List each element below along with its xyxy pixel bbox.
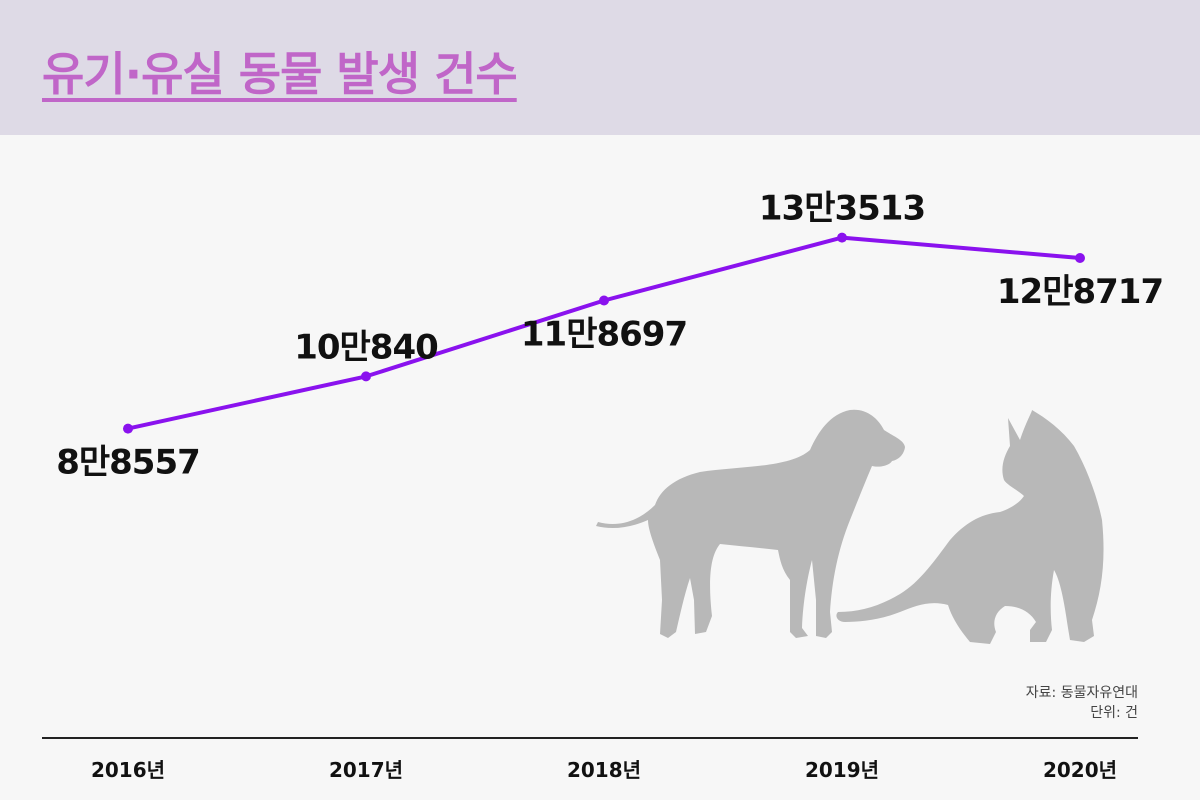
data-point [837, 232, 847, 243]
data-point [123, 423, 133, 434]
data-label: 8만8557 [56, 443, 200, 483]
unit-text: 단위: 건 [1090, 705, 1138, 721]
source-text: 자료: 동물자유연대 [1025, 685, 1138, 701]
x-tick-label: 2019년 [805, 758, 879, 782]
dog-silhouette-icon [596, 409, 905, 638]
data-label: 11만8697 [521, 315, 687, 355]
x-tick-labels: 2016년 2017년 2018년 2019년 2020년 [91, 758, 1117, 782]
data-labels: 8만8557 10만840 11만8697 13만3513 12만8717 [56, 189, 1164, 483]
data-label: 10만840 [294, 327, 438, 367]
x-axis-line [42, 737, 1138, 739]
data-point [1075, 253, 1085, 263]
source-note: 자료: 동물자유연대 단위: 건 [1026, 683, 1138, 723]
page-title: 유기·유실 동물 발생 건수 [42, 47, 518, 101]
data-label: 13만3513 [759, 189, 925, 229]
cat-silhouette-icon [836, 410, 1104, 644]
data-point [599, 295, 609, 306]
x-tick-label: 2016년 [91, 758, 165, 782]
data-points [123, 232, 1085, 434]
x-tick-label: 2018년 [567, 758, 641, 782]
data-label: 12만8717 [997, 272, 1163, 312]
x-tick-label: 2020년 [1043, 758, 1117, 782]
header-band [0, 0, 1200, 135]
x-tick-label: 2017년 [329, 758, 403, 782]
data-point [361, 371, 371, 382]
